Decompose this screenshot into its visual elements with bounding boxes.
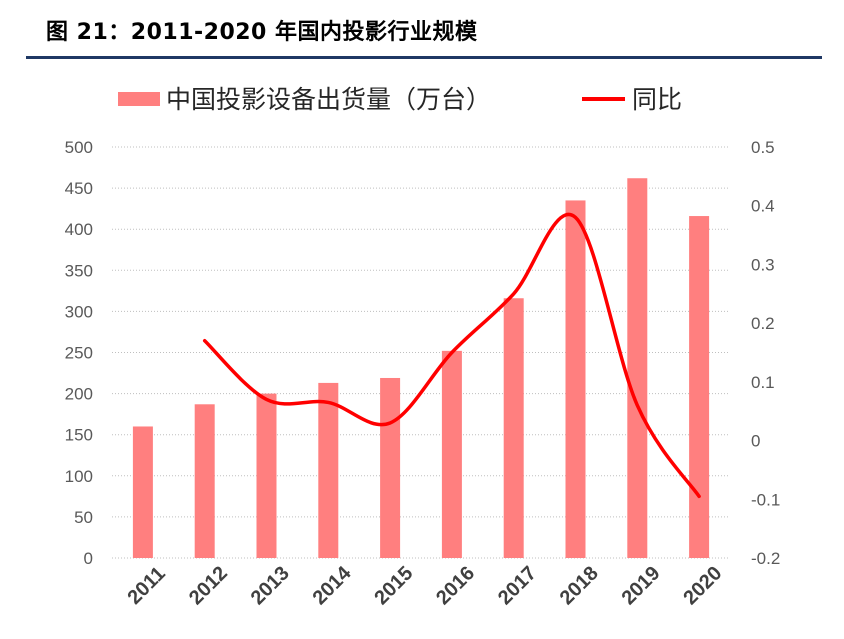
bar-series xyxy=(132,178,710,558)
x-tick-label: 2015 xyxy=(370,562,417,609)
gridlines xyxy=(112,146,730,559)
bar-2012 xyxy=(194,404,215,558)
bar-2020 xyxy=(689,216,710,558)
right-tick-label: 0.1 xyxy=(751,373,775,392)
right-tick-label: -0.1 xyxy=(751,490,780,509)
bar-2015 xyxy=(380,377,401,558)
left-tick-label: 450 xyxy=(65,179,93,198)
left-axis: 0 50 100 150 200 250 300 350 400 450 500 xyxy=(65,138,93,568)
left-tick-label: 150 xyxy=(65,426,93,445)
left-tick-label: 0 xyxy=(84,549,93,568)
left-tick-label: 300 xyxy=(65,302,93,321)
yoy-line xyxy=(202,212,701,499)
x-axis: 2011 2012 2013 2014 2015 2016 2017 2018 2019 2020 xyxy=(124,562,727,610)
right-tick-label: -0.2 xyxy=(751,549,780,568)
right-tick-label: 0.5 xyxy=(751,138,775,157)
bar-2018 xyxy=(565,200,586,558)
left-tick-label: 500 xyxy=(65,138,93,157)
right-tick-label: 0.3 xyxy=(751,255,775,274)
figure-title: 图 21：2011-2020 年国内投影行业规模 xyxy=(46,20,478,45)
x-tick-label: 2012 xyxy=(185,562,232,609)
x-tick-label: 2018 xyxy=(556,562,603,609)
left-tick-label: 400 xyxy=(65,220,93,239)
left-tick-label: 50 xyxy=(74,508,93,527)
left-tick-label: 250 xyxy=(65,344,93,363)
right-tick-label: 0 xyxy=(751,432,760,451)
x-tick-label: 2013 xyxy=(247,562,294,609)
right-tick-label: 0.4 xyxy=(751,197,775,216)
legend-line-label: 同比 xyxy=(632,85,682,114)
legend-bar-label: 中国投影设备出货量（万台） xyxy=(166,85,491,114)
x-tick-label: 2019 xyxy=(618,562,665,609)
x-tick-label: 2016 xyxy=(432,562,479,609)
x-tick-label: 2017 xyxy=(494,562,541,609)
legend-bar-swatch xyxy=(118,92,160,106)
legend: 中国投影设备出货量（万台） 同比 xyxy=(118,85,682,114)
bar-2011 xyxy=(132,426,153,558)
right-axis: -0.2 -0.1 0 0.1 0.2 0.3 0.4 0.5 xyxy=(751,138,780,568)
bar-2016 xyxy=(441,350,462,558)
x-tick-label: 2011 xyxy=(124,563,170,609)
x-tick-label: 2014 xyxy=(309,562,357,610)
left-tick-label: 350 xyxy=(65,261,93,280)
left-tick-label: 100 xyxy=(65,467,93,486)
left-tick-label: 200 xyxy=(65,385,93,404)
bar-2017 xyxy=(503,298,524,558)
right-tick-label: 0.2 xyxy=(751,314,775,333)
title-divider xyxy=(26,56,822,59)
bar-2019 xyxy=(627,178,648,558)
x-tick-label: 2020 xyxy=(679,562,726,609)
bar-2014 xyxy=(318,382,339,558)
bar-2013 xyxy=(256,393,277,558)
